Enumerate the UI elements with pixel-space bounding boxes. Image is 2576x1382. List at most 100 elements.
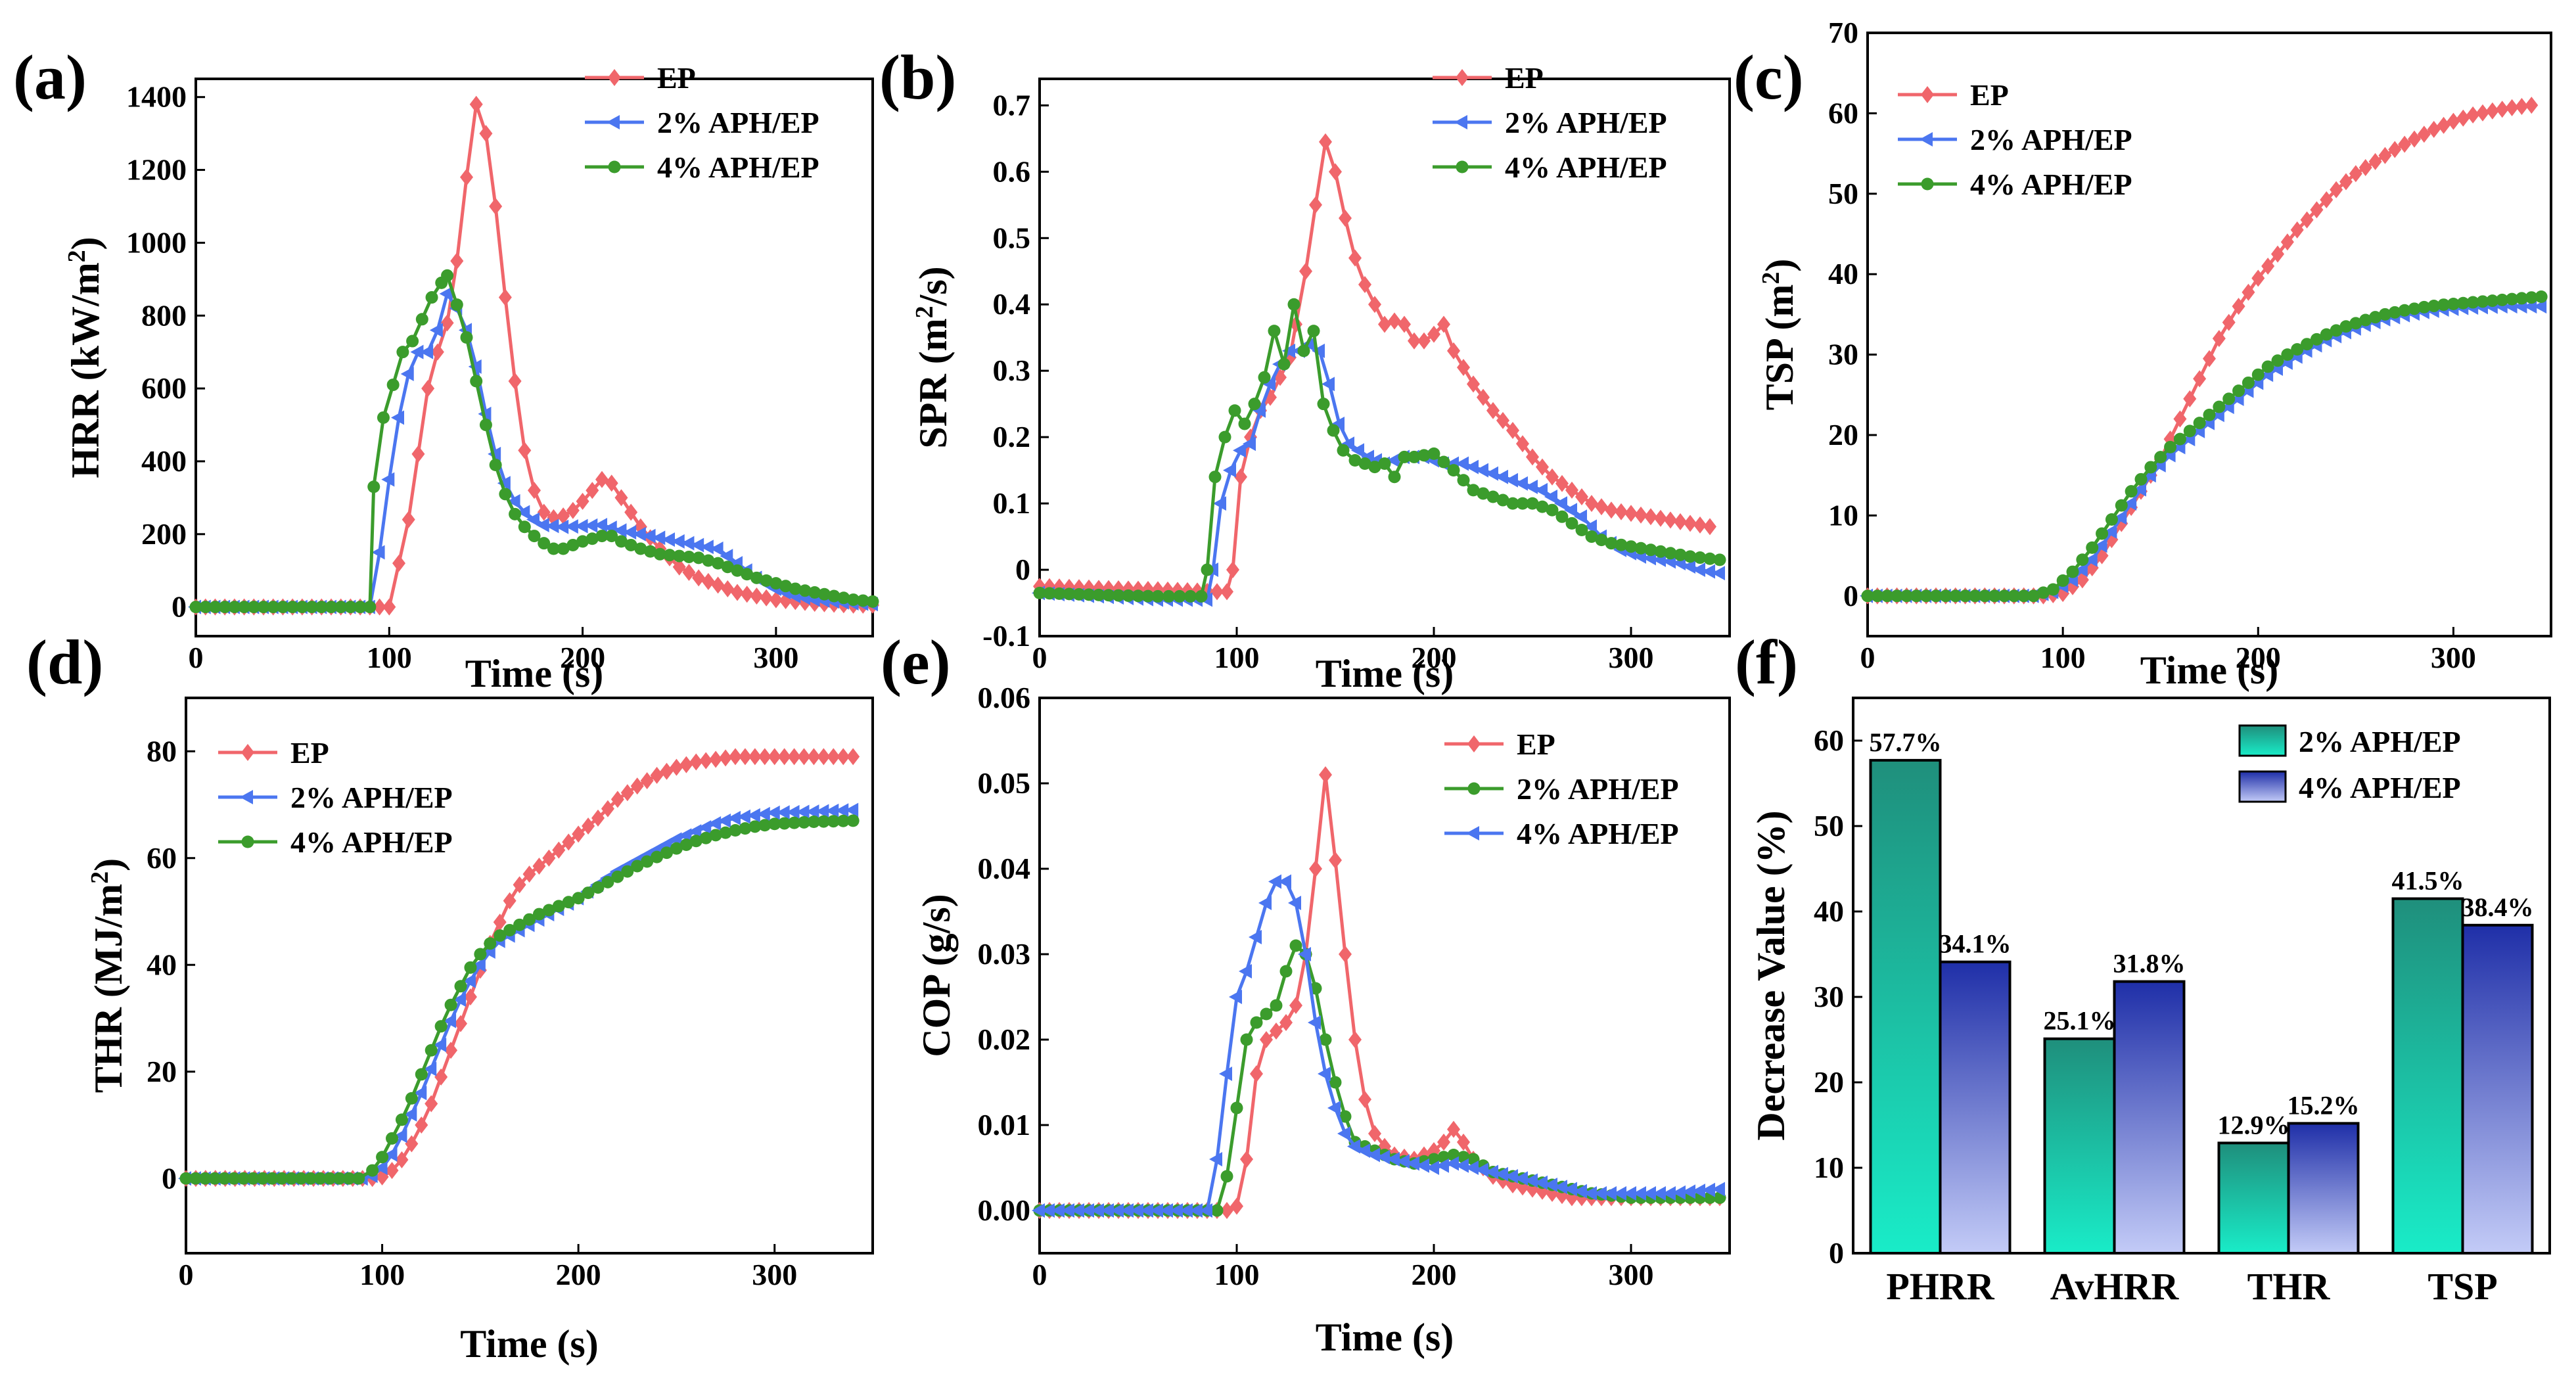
y-axis-title: Decrease Value (%) (1749, 810, 1793, 1140)
data-point (497, 476, 511, 491)
data-point (845, 802, 859, 818)
data-point (1112, 589, 1125, 602)
data-point (1368, 461, 1381, 474)
data-point (285, 1172, 298, 1185)
data-point (334, 601, 348, 614)
data-point (601, 875, 614, 888)
data-point (1447, 342, 1460, 359)
data-point (652, 530, 666, 545)
y-tick-label: 0 (1015, 553, 1030, 586)
data-point (1534, 1175, 1548, 1190)
data-point (363, 601, 377, 614)
data-point (2105, 513, 2118, 526)
data-point (712, 557, 725, 570)
data-point (2193, 370, 2207, 388)
plot-frame (1038, 697, 1731, 1255)
data-point (591, 809, 605, 827)
bar-value-label: 25.1% (2044, 1006, 2116, 1036)
data-point (1388, 471, 1401, 484)
data-point (1170, 1203, 1183, 1218)
data-point (462, 973, 476, 988)
legend-label: EP (657, 61, 696, 95)
data-point (420, 344, 434, 359)
data-point (421, 380, 435, 398)
data-point (2506, 292, 2519, 306)
data-point (1713, 553, 1726, 566)
data-point (719, 749, 733, 767)
data-point (786, 804, 800, 819)
data-point (837, 748, 850, 766)
data-point (1319, 766, 1332, 783)
data-point (758, 748, 771, 766)
data-point (2133, 482, 2146, 497)
x-tick-label: 200 (1412, 1258, 1457, 1291)
data-point (2271, 245, 2284, 263)
data-point (663, 549, 676, 562)
data-point (727, 810, 741, 825)
data-point (1475, 1163, 1488, 1178)
data-point (352, 1172, 365, 1185)
data-point (1120, 1203, 1134, 1218)
data-point (1130, 1203, 1143, 1218)
data-point (453, 992, 466, 1007)
data-point (731, 584, 744, 601)
data-point (2096, 527, 2109, 540)
data-point (2417, 126, 2431, 143)
data-point (1615, 503, 1628, 520)
data-point (1051, 1203, 1065, 1218)
data-point (2369, 311, 2382, 324)
x-tick-label: 300 (2431, 641, 2476, 674)
data-point (700, 540, 714, 555)
data-point (1348, 1031, 1362, 1048)
data-point (1900, 589, 1913, 603)
data-point (325, 601, 338, 614)
y-tick-label: 800 (141, 298, 187, 332)
data-point (2232, 384, 2245, 398)
panel-b: 0 100 200 300-0.100.10.20.30.40.50.60.7EP2%… (879, 42, 1731, 695)
data-point (817, 587, 831, 601)
y-tick-label: 40 (1828, 257, 1858, 290)
y-tick-label: 20 (1828, 418, 1858, 451)
data-point (1408, 332, 1421, 350)
legend-label: 2% APH/EP (2299, 725, 2461, 758)
legend-label: 4% APH/EP (2299, 771, 2461, 804)
data-point (1240, 1033, 1253, 1046)
data-point (1605, 501, 1618, 519)
data-point (1485, 466, 1498, 481)
data-point (415, 313, 428, 326)
legend-label: 4% APH/EP (657, 150, 819, 184)
data-point (532, 857, 546, 875)
y-tick-label: 80 (147, 734, 177, 768)
data-point (2123, 496, 2137, 511)
data-point (1208, 471, 1222, 484)
bar (1869, 758, 1942, 1255)
data-point (1220, 1170, 1233, 1183)
bar-value-label: 41.5% (2392, 866, 2464, 896)
data-point (367, 480, 380, 494)
data-point (1279, 1014, 1293, 1031)
y-axis-title: SPR (m2/s) (911, 266, 955, 448)
data-point (267, 601, 280, 614)
data-point (306, 601, 319, 614)
data-point (672, 558, 686, 576)
y-tick-label: 0.7 (993, 88, 1031, 122)
data-point (472, 957, 486, 973)
legend-entry: 4% APH/EP (1898, 168, 2132, 201)
data-point (1605, 537, 1618, 550)
data-point (2301, 338, 2314, 351)
data-point (1063, 587, 1076, 601)
data-point (537, 503, 551, 521)
data-point (396, 346, 409, 359)
data-point (1664, 511, 1677, 529)
series-4-aph-ep (1033, 298, 1726, 603)
series-4-aph-ep (179, 814, 860, 1185)
data-point (623, 525, 637, 540)
data-point (474, 948, 487, 961)
legend-marker (607, 115, 620, 129)
data-point (698, 820, 712, 835)
data-point (508, 373, 522, 390)
data-point (552, 900, 565, 913)
data-point (837, 591, 850, 605)
y-tick-label: 0.1 (993, 486, 1031, 520)
